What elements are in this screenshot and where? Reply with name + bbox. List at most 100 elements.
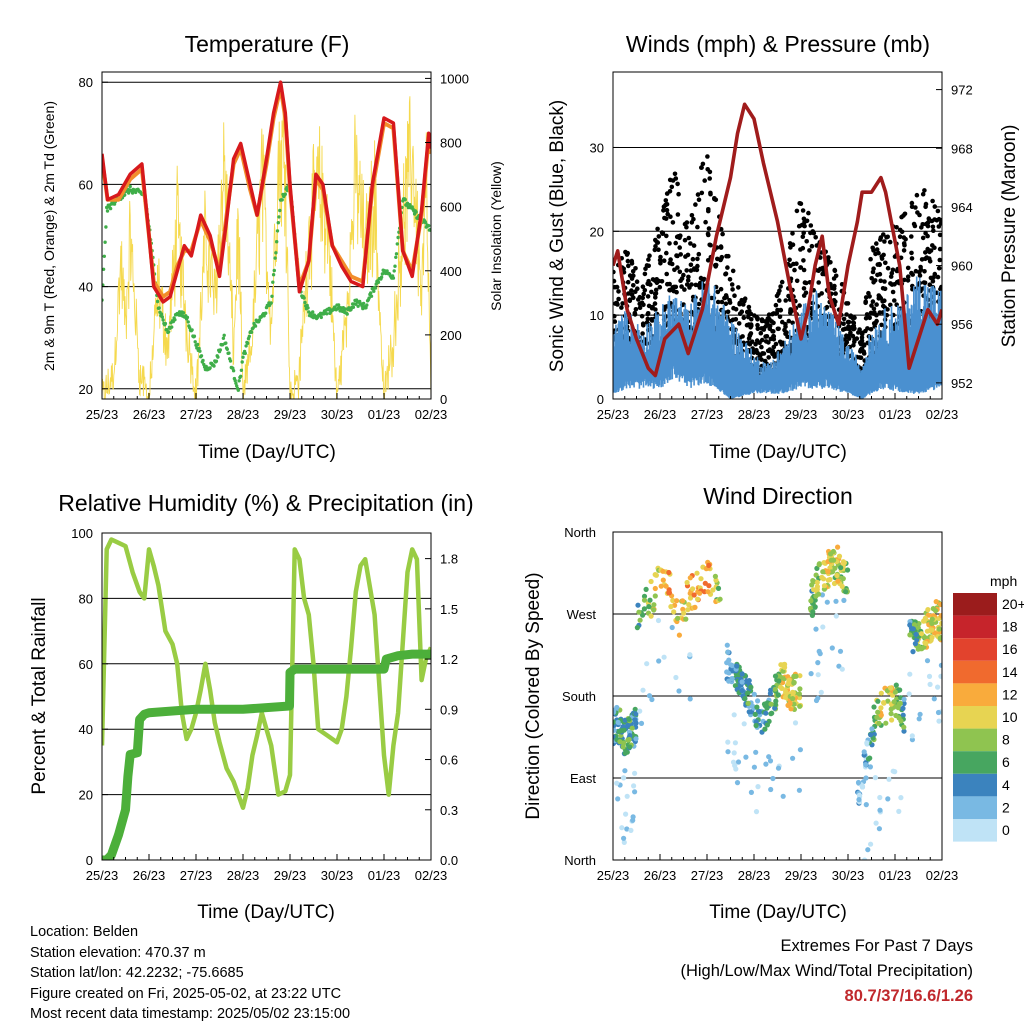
direction-point bbox=[827, 576, 833, 583]
temperature-y2label: Solar Insolation (Yellow) bbox=[488, 161, 504, 311]
colorbar-label: 8 bbox=[1002, 732, 1010, 748]
gust-point bbox=[847, 332, 853, 337]
direction-point bbox=[694, 570, 700, 576]
gust-point bbox=[620, 301, 625, 306]
gust-point bbox=[748, 322, 754, 327]
gust-point bbox=[903, 236, 908, 242]
gust-point bbox=[931, 275, 936, 280]
gust-point bbox=[930, 279, 936, 284]
gust-point bbox=[901, 248, 907, 253]
gust-point bbox=[797, 303, 802, 308]
direction-point bbox=[757, 709, 763, 715]
gust-point bbox=[929, 218, 935, 224]
gust-point bbox=[626, 263, 631, 269]
direction-point bbox=[875, 698, 881, 704]
gust-point bbox=[816, 280, 821, 285]
dewpoint-point bbox=[126, 191, 131, 195]
gust-point bbox=[938, 286, 942, 292]
gust-point bbox=[878, 235, 884, 240]
gust-point bbox=[897, 227, 903, 233]
gust-point bbox=[922, 188, 927, 193]
gust-point bbox=[667, 241, 672, 246]
gust-point bbox=[639, 313, 645, 319]
direction-point bbox=[909, 733, 915, 739]
direction-point bbox=[840, 576, 846, 582]
dewpoint-point bbox=[257, 318, 262, 322]
direction-point bbox=[918, 631, 925, 637]
direction-point bbox=[772, 701, 779, 707]
direction-point bbox=[883, 720, 889, 726]
dewpoint-point bbox=[105, 209, 110, 213]
gust-point bbox=[935, 274, 941, 280]
direction-point bbox=[640, 687, 646, 693]
gust-point bbox=[909, 256, 915, 261]
gust-point bbox=[759, 326, 764, 331]
direction-point bbox=[778, 662, 784, 668]
dewpoint-point bbox=[239, 374, 243, 378]
gust-point bbox=[627, 273, 633, 278]
direction-point bbox=[792, 720, 799, 726]
y-tick-label: 10 bbox=[590, 308, 604, 323]
direction-point bbox=[820, 569, 826, 575]
y-tick-label: East bbox=[570, 771, 596, 786]
gust-point bbox=[790, 242, 796, 247]
x-tick-label: 01/23 bbox=[368, 407, 401, 422]
direction-point bbox=[910, 626, 916, 632]
gust-point bbox=[723, 293, 729, 298]
direction-point bbox=[613, 727, 617, 733]
dewpoint-point bbox=[302, 296, 306, 300]
gust-point bbox=[884, 235, 889, 240]
gust-point bbox=[844, 301, 849, 306]
gust-point bbox=[909, 250, 914, 256]
dewpoint-point bbox=[275, 240, 279, 244]
dewpoint-point bbox=[396, 235, 400, 240]
gust-point bbox=[656, 234, 662, 239]
direction-point bbox=[731, 750, 737, 756]
direction-point bbox=[878, 690, 884, 696]
gust-point bbox=[759, 337, 765, 343]
gust-point bbox=[642, 271, 648, 277]
colorbar-title: mph bbox=[990, 573, 1017, 589]
gust-point bbox=[725, 265, 730, 270]
y-tick-label: 100 bbox=[71, 526, 93, 541]
gust-point bbox=[669, 184, 675, 190]
gust-point bbox=[832, 283, 837, 289]
direction-point bbox=[637, 708, 643, 714]
gust-point bbox=[931, 228, 936, 233]
direction-point bbox=[861, 749, 867, 755]
gust-point bbox=[927, 259, 933, 264]
gust-point bbox=[771, 337, 777, 342]
gust-point bbox=[832, 268, 838, 274]
gust-point bbox=[777, 298, 782, 303]
direction-point bbox=[666, 587, 672, 593]
gust-point bbox=[660, 231, 666, 236]
gust-point bbox=[695, 224, 700, 230]
gust-point bbox=[880, 286, 886, 291]
direction-point bbox=[630, 817, 636, 823]
direction-point bbox=[900, 705, 906, 712]
y-tick-label: 80 bbox=[79, 75, 93, 90]
dewpoint-point bbox=[231, 369, 236, 373]
direction-point bbox=[741, 721, 747, 727]
direction-point bbox=[726, 657, 732, 663]
gust-point bbox=[670, 220, 676, 225]
direction-point bbox=[856, 797, 862, 803]
direction-point bbox=[624, 793, 630, 799]
direction-point bbox=[772, 686, 778, 692]
gust-point bbox=[831, 276, 837, 281]
direction-point bbox=[695, 596, 701, 602]
temperature-xlabel: Time (Day/UTC) bbox=[198, 442, 336, 463]
x-tick-label: 30/23 bbox=[832, 868, 865, 883]
dewpoint-point bbox=[369, 294, 374, 298]
direction-point bbox=[907, 632, 913, 638]
gust-point bbox=[764, 334, 770, 339]
dewpoint-point bbox=[157, 306, 161, 310]
direction-point bbox=[926, 673, 933, 680]
colorbar-label: 6 bbox=[1002, 754, 1010, 770]
gust-point bbox=[702, 178, 707, 183]
direction-point bbox=[726, 678, 732, 684]
dewpoint-point bbox=[240, 360, 244, 364]
direction-point bbox=[626, 716, 632, 722]
direction-point bbox=[706, 562, 712, 569]
gust-point bbox=[858, 355, 864, 361]
